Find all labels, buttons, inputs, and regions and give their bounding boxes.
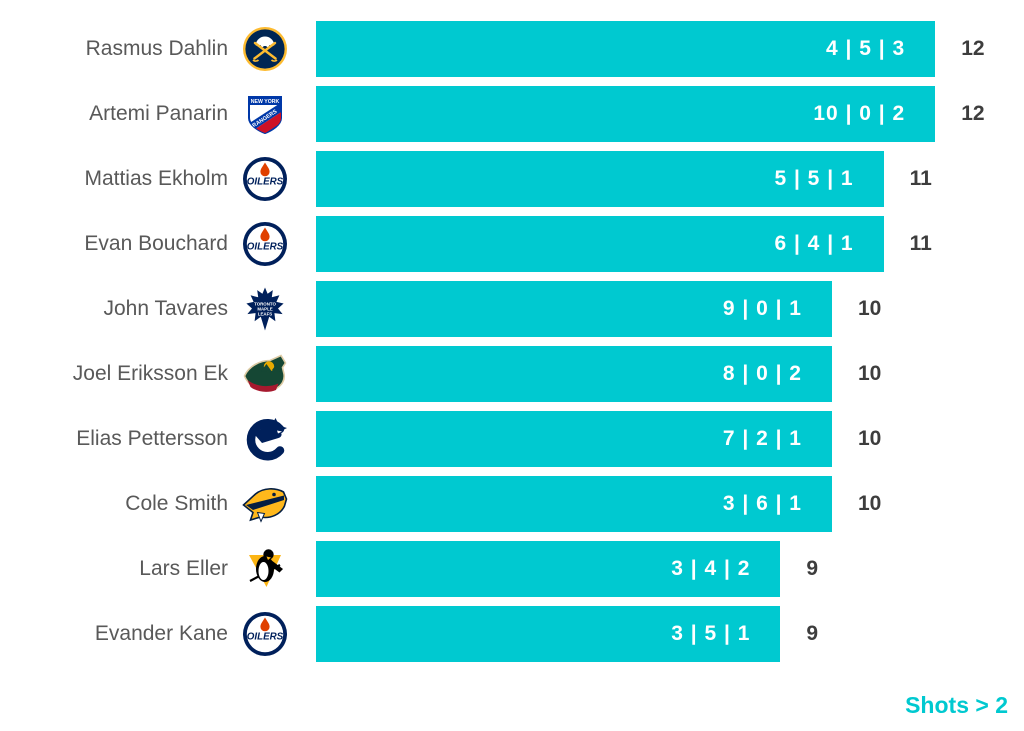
bar-segments-label: 5 | 5 | 1 bbox=[774, 166, 854, 190]
player-name: Artemi Panarin bbox=[89, 101, 228, 125]
chart-row: Elias Pettersson 7 | 2 | 1 10 bbox=[0, 406, 1024, 471]
value-bar: 10 | 0 | 2 bbox=[316, 85, 936, 142]
svg-text:LEAFS: LEAFS bbox=[258, 311, 272, 316]
chart-rows: Rasmus Dahlin 4 | 5 | 3 12 Artemi Panari… bbox=[0, 16, 1024, 666]
svg-text:MAPLE: MAPLE bbox=[257, 306, 272, 311]
total-value-label: 10 bbox=[858, 296, 882, 320]
svg-text:NEW YORK: NEW YORK bbox=[251, 99, 280, 105]
value-bar: 4 | 5 | 3 bbox=[316, 20, 936, 77]
edmonton-oilers-logo-icon: OILERS bbox=[228, 220, 302, 268]
bar-segments-label: 8 | 0 | 2 bbox=[722, 361, 802, 385]
svg-text:OILERS: OILERS bbox=[247, 631, 284, 642]
chart-row: Evander Kane OILERS 3 | 5 | 1 9 bbox=[0, 601, 1024, 666]
player-name: Joel Eriksson Ek bbox=[72, 361, 228, 385]
value-bar: 3 | 6 | 1 bbox=[316, 475, 832, 532]
svg-text:OILERS: OILERS bbox=[247, 241, 284, 252]
total-value-label: 10 bbox=[858, 426, 882, 450]
chart-footer-label: Shots > 2 bbox=[905, 692, 1008, 718]
total-value-label: 10 bbox=[858, 491, 882, 515]
toronto-maple-leafs-logo-icon: TORONTO MAPLE LEAFS bbox=[228, 285, 302, 333]
total-value-label: 12 bbox=[961, 101, 985, 125]
player-name: Rasmus Dahlin bbox=[85, 36, 228, 60]
chart-row: Joel Eriksson Ek 8 | 0 | 2 10 bbox=[0, 341, 1024, 406]
new-york-rangers-logo-icon: NEW YORK RANGERS bbox=[228, 90, 302, 138]
chart-row: Mattias Ekholm OILERS 5 | 5 | 1 11 bbox=[0, 146, 1024, 211]
player-name: Evander Kane bbox=[94, 621, 228, 645]
total-value-label: 9 bbox=[806, 621, 819, 645]
value-bar: 3 | 4 | 2 bbox=[316, 540, 781, 597]
value-bar: 5 | 5 | 1 bbox=[316, 150, 884, 207]
player-name: Elias Pettersson bbox=[76, 426, 228, 450]
value-bar: 3 | 5 | 1 bbox=[316, 605, 781, 662]
total-value-label: 12 bbox=[961, 36, 985, 60]
total-value-label: 10 bbox=[858, 361, 882, 385]
player-name: Lars Eller bbox=[139, 556, 228, 580]
pittsburgh-penguins-logo-icon bbox=[228, 545, 302, 593]
svg-text:TORONTO: TORONTO bbox=[254, 301, 276, 306]
chart-row: Artemi Panarin NEW YORK RANGERS 10 | 0 |… bbox=[0, 81, 1024, 146]
bar-segments-label: 7 | 2 | 1 bbox=[722, 426, 802, 450]
edmonton-oilers-logo-icon: OILERS bbox=[228, 155, 302, 203]
vancouver-canucks-logo-icon bbox=[228, 415, 302, 463]
value-bar: 7 | 2 | 1 bbox=[316, 410, 832, 467]
value-bar: 6 | 4 | 1 bbox=[316, 215, 884, 272]
player-name: Cole Smith bbox=[125, 491, 228, 515]
total-value-label: 9 bbox=[806, 556, 819, 580]
player-name: Evan Bouchard bbox=[84, 231, 228, 255]
bar-segments-label: 9 | 0 | 1 bbox=[722, 296, 802, 320]
minnesota-wild-logo-icon bbox=[228, 350, 302, 398]
chart-row: John Tavares TORONTO MAPLE LEAFS 9 | 0 |… bbox=[0, 276, 1024, 341]
total-value-label: 11 bbox=[909, 231, 932, 255]
edmonton-oilers-logo-icon: OILERS bbox=[228, 610, 302, 658]
bar-segments-label: 3 | 5 | 1 bbox=[671, 621, 751, 645]
value-bar: 8 | 0 | 2 bbox=[316, 345, 832, 402]
bar-segments-label: 10 | 0 | 2 bbox=[813, 101, 906, 125]
player-name: John Tavares bbox=[103, 296, 228, 320]
chart-row: Rasmus Dahlin 4 | 5 | 3 12 bbox=[0, 16, 1024, 81]
chart-row: Evan Bouchard OILERS 6 | 4 | 1 11 bbox=[0, 211, 1024, 276]
bar-segments-label: 3 | 4 | 2 bbox=[671, 556, 751, 580]
svg-text:OILERS: OILERS bbox=[247, 176, 284, 187]
chart-row: Lars Eller 3 | 4 | 2 9 bbox=[0, 536, 1024, 601]
bar-segments-label: 4 | 5 | 3 bbox=[826, 36, 906, 60]
buffalo-sabres-logo-icon bbox=[228, 25, 302, 73]
total-value-label: 11 bbox=[909, 166, 932, 190]
value-bar: 9 | 0 | 1 bbox=[316, 280, 832, 337]
bar-segments-label: 6 | 4 | 1 bbox=[774, 231, 854, 255]
player-name: Mattias Ekholm bbox=[84, 166, 228, 190]
bar-segments-label: 3 | 6 | 1 bbox=[722, 491, 802, 515]
chart-row: Cole Smith 3 | 6 | 1 10 bbox=[0, 471, 1024, 536]
nashville-predators-logo-icon bbox=[228, 480, 302, 528]
